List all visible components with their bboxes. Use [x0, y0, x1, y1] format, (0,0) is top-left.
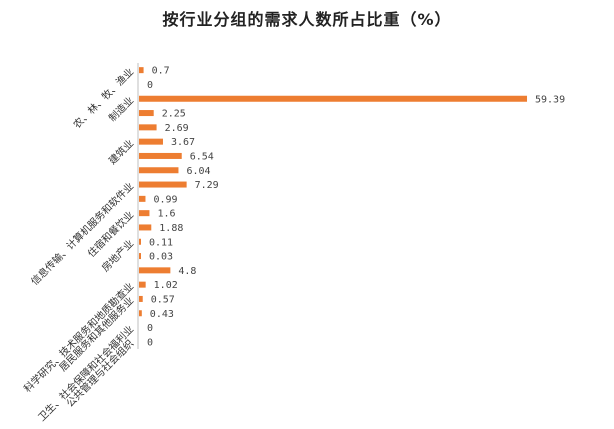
- bar: [139, 267, 171, 274]
- data-label: 0: [147, 80, 153, 91]
- data-label: 0.03: [149, 252, 173, 263]
- data-label: 0.99: [153, 194, 177, 205]
- data-label: 0.11: [149, 237, 173, 248]
- bar: [139, 253, 141, 260]
- category-tick-label: 信息传输、计算机服务和软件业: [28, 180, 136, 288]
- data-label: 2.69: [165, 123, 189, 134]
- category-tick-label: 建筑业: [106, 137, 136, 167]
- bar: [139, 124, 157, 131]
- bar: [139, 167, 179, 174]
- data-label: 0.43: [150, 309, 174, 320]
- chart-title: 按行业分组的需求人数所占比重（%）: [162, 10, 452, 29]
- bar: [139, 238, 141, 245]
- bar: [139, 281, 146, 288]
- bar: [139, 67, 144, 74]
- bar: [139, 295, 143, 302]
- bar: [139, 138, 163, 145]
- data-label: 1.02: [154, 280, 178, 291]
- bar: [139, 210, 150, 217]
- data-label: 59.39: [535, 94, 565, 105]
- bar: [139, 152, 182, 159]
- data-label: 0.57: [151, 294, 175, 305]
- data-label: 7.29: [195, 180, 219, 191]
- bar: [139, 224, 152, 231]
- data-label: 6.54: [190, 151, 214, 162]
- data-label: 3.67: [171, 137, 195, 148]
- data-label: 0: [147, 323, 153, 334]
- data-label: 0: [147, 337, 153, 348]
- bar: [139, 195, 146, 202]
- data-label: 6.04: [186, 166, 210, 177]
- bar: [139, 181, 187, 188]
- bar: [139, 310, 142, 317]
- data-label: 1.6: [157, 209, 175, 220]
- data-label: 2.25: [162, 109, 186, 120]
- bar: [139, 95, 528, 102]
- bar: [139, 110, 154, 117]
- data-label: 0.7: [152, 66, 170, 77]
- data-label: 4.8: [178, 266, 196, 277]
- data-label: 1.88: [159, 223, 183, 234]
